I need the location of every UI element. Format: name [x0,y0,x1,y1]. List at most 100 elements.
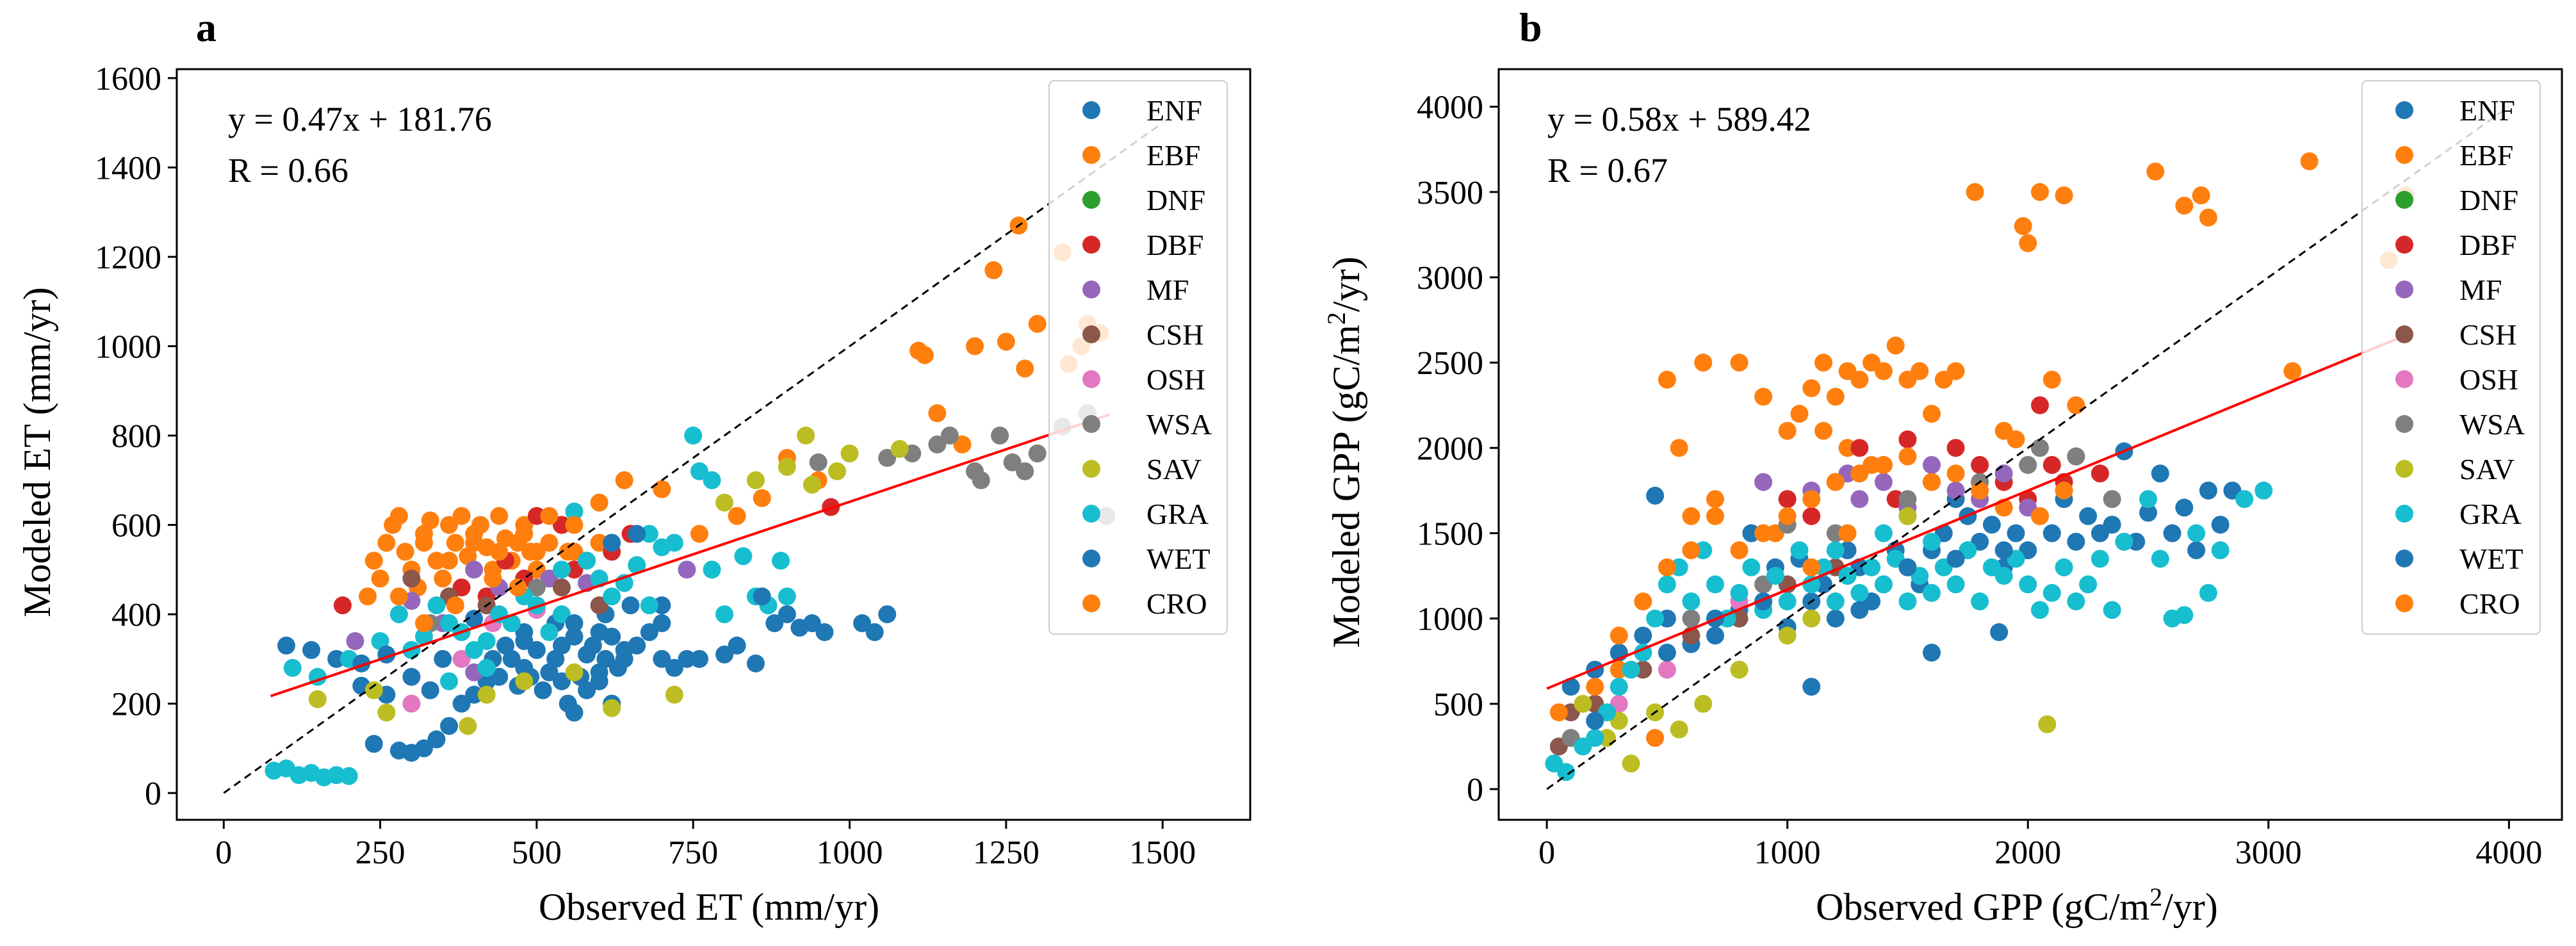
data-point-enf [553,672,571,690]
data-point-wsa [2103,490,2121,509]
data-point-ebf [1966,183,1984,201]
y-axis-label: Modeled GPP (gC/m2/yr) [1322,256,1368,648]
data-point-enf [640,623,658,641]
data-point-gra [778,587,796,606]
data-point-wsa [972,471,990,489]
legend-marker-csh [1082,325,1100,343]
data-point-ebf [1923,405,1941,423]
legend-marker-gra [2395,505,2413,523]
data-point-enf [578,681,596,699]
data-point-mf [465,560,484,579]
data-point-enf [434,649,452,668]
data-point-gra [1706,575,1725,594]
data-point-enf [2151,464,2169,483]
data-point-gra [1971,592,1989,611]
data-point-ebf [1016,359,1034,378]
data-point-osh [452,649,471,668]
data-point-cro [446,596,464,615]
data-point-wet [1658,643,1676,662]
data-point-gra [1874,575,1893,594]
data-point-sav [803,475,821,494]
data-point-sav [308,690,327,708]
data-point-gra [2187,524,2206,542]
equation-text: y = 0.47x + 181.76 [228,100,492,138]
data-point-enf [1802,678,1821,696]
legend-marker-ebf [2395,146,2413,164]
y-tick-label: 500 [1433,687,1483,723]
panel-a: a 0 250 500 750 1000 1250 1500 0 200 400 600 800 100… [16,4,1251,928]
y-tick-label: 400 [111,597,161,633]
data-point-sav [459,717,477,735]
data-point-gra [565,502,583,521]
data-point-enf [2007,524,2025,542]
data-point-gra [715,605,734,624]
data-point-gra [628,556,646,575]
data-point-cro [364,551,383,570]
data-point-wet [1946,550,1965,568]
data-point-gra [1658,575,1676,594]
data-point-ebf [2283,362,2302,380]
data-point-enf [865,623,884,641]
data-point-gra [2139,490,2158,509]
data-point-cro [1826,473,1845,491]
y-axis-label-superscript: 2 [1322,312,1351,325]
legend-marker-wsa [1082,415,1100,433]
y-tick-label: 2000 [1417,430,1483,467]
data-point-cro [2055,481,2073,500]
data-point-enf [653,596,671,615]
legend-label-cro: CRO [2459,587,2520,620]
data-point-ebf [377,534,396,552]
legend-label-wsa: WSA [2459,408,2525,441]
data-point-cro [1946,464,1965,483]
data-point-sav [565,663,583,681]
data-point-wsa [2031,439,2050,457]
data-point-sav [603,699,621,717]
data-point-enf [565,627,583,646]
data-point-gra [2055,558,2073,576]
data-point-ebf [590,534,608,552]
data-point-csh [590,596,608,615]
legend-label-enf: ENF [1146,94,1202,127]
data-point-ebf [2199,208,2217,227]
data-point-sav [1574,694,1592,713]
data-point-ebf [1790,405,1809,423]
legend-marker-dbf [1082,236,1100,254]
r-text: R = 0.67 [1547,151,1668,190]
data-point-enf [1634,626,1652,645]
data-point-ebf [1946,362,1965,380]
data-point-enf [427,730,446,749]
data-point-cro [1610,626,1628,645]
legend-label-ebf: EBF [1146,139,1200,172]
data-point-ebf [1874,362,1893,380]
data-point-ebf [928,404,947,423]
data-point-enf [653,649,671,668]
data-point-enf [803,614,821,633]
data-point-gra [389,605,408,624]
data-point-enf [452,694,471,713]
data-point-cro [1838,524,1857,542]
data-point-gra [578,551,596,570]
data-point-wsa [1016,462,1034,480]
data-point-ebf [1682,507,1700,525]
y-tick-label: 0 [145,776,161,812]
data-point-cro [1802,490,1821,509]
data-point-cro [1754,524,1773,542]
data-point-enf [1646,486,1665,505]
data-point-sav [840,444,859,462]
data-point-dbf [527,507,546,525]
data-point-enf [1990,623,2009,641]
data-point-ebf [966,337,984,355]
data-point-ebf [389,507,408,525]
data-point-enf [815,623,834,641]
data-point-wet [546,649,565,668]
data-point-mf [1994,464,2013,483]
data-point-gra [440,614,459,633]
data-point-ebf [2014,217,2032,236]
data-point-gra [1923,532,1941,551]
data-point-gra [283,658,302,677]
y-tick-label: 3500 [1417,175,1483,211]
data-point-dbf [452,578,471,597]
data-point-mf [678,560,696,579]
data-layer [223,122,1164,794]
data-point-cro [2007,430,2025,449]
